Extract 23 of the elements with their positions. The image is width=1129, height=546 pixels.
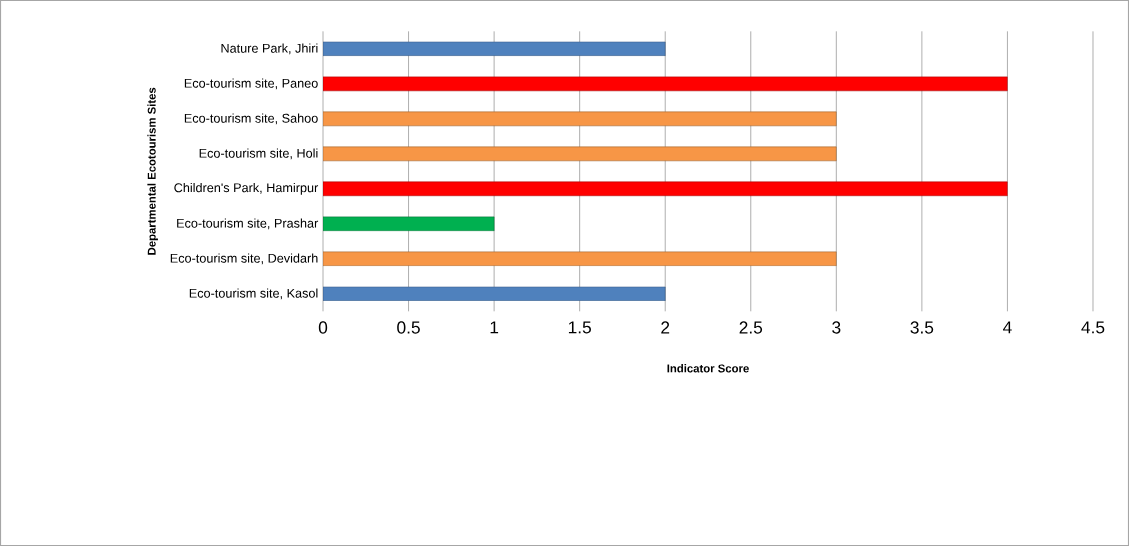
- x-tick-label: 2: [661, 321, 670, 334]
- x-axis-title: Indicator Score: [667, 364, 749, 373]
- x-tick-label: 3: [832, 321, 841, 334]
- x-tick-label: 4.5: [1081, 321, 1105, 334]
- y-tick-label: Eco-tourism site, Kasol: [189, 288, 318, 300]
- x-tick-label: 1: [490, 321, 499, 334]
- y-tick-label: Eco-tourism site, Holi: [199, 148, 318, 160]
- y-tick-label: Children's Park, Hamirpur: [174, 182, 319, 195]
- y-axis-title: Departmental Ecotourism Sites: [147, 87, 158, 255]
- x-tick-label: 3.5: [910, 321, 934, 334]
- y-tick-label: Eco-tourism site, Paneo: [184, 78, 318, 90]
- x-tick-label: 1.5: [568, 321, 591, 334]
- bar: [323, 181, 1008, 197]
- x-tick-label: 4: [1003, 321, 1012, 334]
- y-tick-label: Nature Park, Jhiri: [221, 43, 318, 55]
- y-tick-label: Eco-tourism site, Prashar: [177, 218, 319, 230]
- y-tick-label: Eco-tourism site, Sahoo: [184, 113, 318, 125]
- y-tick-label: Eco-tourism site, Devidarh: [170, 253, 318, 265]
- x-tick-label: 2.5: [739, 321, 763, 334]
- bar: [323, 286, 666, 302]
- bar: [323, 41, 666, 57]
- x-tick-label: 0.5: [397, 321, 420, 334]
- x-tick-label: 0: [318, 321, 328, 334]
